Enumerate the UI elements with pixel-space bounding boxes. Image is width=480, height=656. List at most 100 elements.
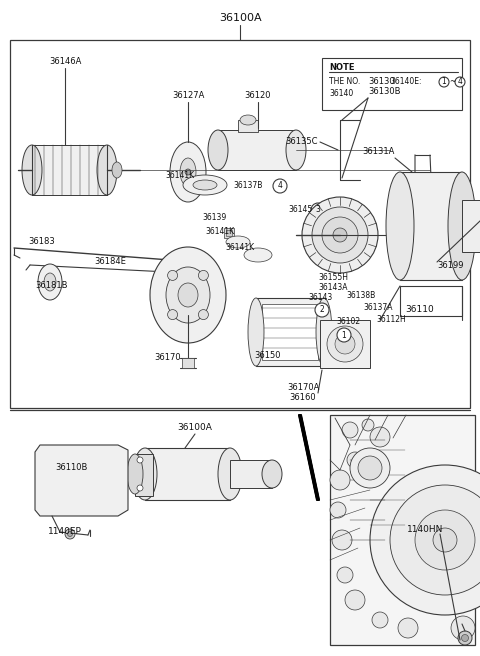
Circle shape (370, 427, 390, 447)
Circle shape (168, 310, 178, 319)
Ellipse shape (333, 228, 347, 242)
Bar (322, 58, 462, 110)
Ellipse shape (226, 236, 250, 248)
Circle shape (330, 502, 346, 518)
Ellipse shape (248, 298, 264, 366)
Bar (256, 298, 324, 366)
Circle shape (337, 567, 353, 583)
Circle shape (433, 528, 457, 552)
Circle shape (439, 77, 449, 87)
Text: 36141K: 36141K (206, 228, 235, 237)
Circle shape (342, 422, 358, 438)
Circle shape (330, 470, 350, 490)
Text: ~: ~ (449, 77, 455, 87)
Circle shape (398, 618, 418, 638)
Circle shape (415, 510, 475, 570)
Ellipse shape (218, 448, 242, 500)
Text: 1140EP: 1140EP (48, 527, 82, 537)
Bar (182, 358, 194, 368)
Text: 36170: 36170 (155, 354, 181, 363)
Ellipse shape (170, 142, 206, 202)
Circle shape (458, 631, 472, 645)
Ellipse shape (193, 180, 217, 190)
Ellipse shape (127, 454, 143, 494)
Text: 36150: 36150 (255, 352, 281, 361)
Ellipse shape (316, 298, 332, 366)
Ellipse shape (150, 247, 226, 343)
Text: 3: 3 (315, 205, 321, 215)
Ellipse shape (386, 172, 414, 280)
Circle shape (370, 465, 480, 615)
Ellipse shape (112, 162, 122, 178)
Text: 36170A: 36170A (287, 384, 319, 392)
Bar (238, 120, 258, 132)
Text: 36137A: 36137A (363, 304, 393, 312)
Text: 36130: 36130 (368, 77, 395, 87)
Circle shape (168, 270, 178, 280)
Bar (135, 454, 153, 496)
Wedge shape (166, 284, 188, 306)
Text: 36110: 36110 (405, 306, 434, 314)
Ellipse shape (302, 197, 378, 273)
Text: 36127A: 36127A (172, 91, 204, 100)
Circle shape (461, 634, 468, 642)
Text: 36100A: 36100A (219, 13, 261, 23)
Circle shape (372, 612, 388, 628)
Text: 36135C: 36135C (286, 138, 318, 146)
Text: 36181B: 36181B (35, 281, 68, 291)
Ellipse shape (327, 326, 363, 362)
Circle shape (311, 203, 325, 217)
Text: 36112H: 36112H (376, 316, 406, 325)
Text: 36130B: 36130B (368, 87, 400, 96)
Ellipse shape (185, 169, 191, 175)
Bar (400, 172, 462, 280)
Text: 4: 4 (277, 182, 282, 190)
Bar (400, 286, 462, 316)
Text: 36183: 36183 (28, 237, 55, 247)
Ellipse shape (240, 115, 256, 125)
Ellipse shape (133, 448, 157, 500)
Text: 4: 4 (457, 77, 462, 87)
Wedge shape (177, 273, 199, 295)
Text: 1: 1 (442, 77, 446, 87)
Text: 36131A: 36131A (362, 148, 395, 157)
Bar (32, 145, 107, 195)
Wedge shape (177, 295, 199, 317)
Text: 36110B: 36110B (55, 464, 87, 472)
Ellipse shape (358, 456, 382, 480)
Text: 36155H: 36155H (318, 274, 348, 283)
Bar (218, 130, 296, 170)
Ellipse shape (335, 334, 355, 354)
Ellipse shape (286, 130, 306, 170)
Ellipse shape (322, 217, 358, 253)
Ellipse shape (262, 460, 282, 488)
Circle shape (137, 485, 143, 491)
Text: 36143A: 36143A (318, 283, 348, 293)
Text: 36140E:: 36140E: (390, 77, 421, 87)
Polygon shape (35, 445, 128, 516)
Text: 36138B: 36138B (346, 291, 375, 300)
Ellipse shape (38, 264, 62, 300)
Bar (226, 230, 232, 236)
Wedge shape (188, 284, 210, 306)
Text: 36102: 36102 (336, 318, 360, 327)
Ellipse shape (350, 448, 390, 488)
Circle shape (273, 179, 287, 193)
Circle shape (455, 77, 465, 87)
Text: 36184E: 36184E (94, 258, 126, 266)
Bar (462, 200, 480, 252)
Ellipse shape (44, 273, 56, 291)
Text: 36145: 36145 (289, 205, 313, 215)
Circle shape (451, 616, 475, 640)
Text: 36199: 36199 (437, 260, 464, 270)
Ellipse shape (183, 175, 227, 195)
Ellipse shape (448, 172, 476, 280)
Text: 36120: 36120 (245, 91, 271, 100)
Circle shape (337, 328, 351, 342)
Bar (262, 304, 318, 360)
Bar (10, 40, 470, 408)
Text: NOTE: NOTE (329, 64, 355, 73)
Text: 36140: 36140 (329, 89, 353, 98)
Circle shape (362, 419, 374, 431)
Text: 36141K: 36141K (226, 243, 255, 253)
